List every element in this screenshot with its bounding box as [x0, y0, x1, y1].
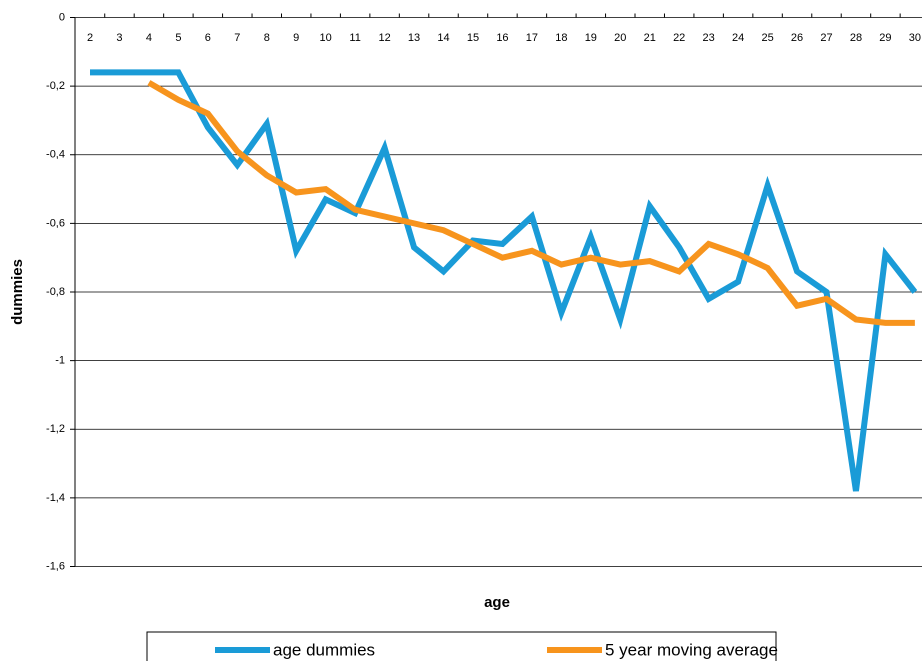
legend-label: 5 year moving average	[605, 640, 778, 659]
x-tick-label: 24	[732, 32, 744, 44]
x-tick-label: 8	[264, 32, 270, 44]
x-tick-label: 11	[349, 32, 360, 44]
x-tick-label: 28	[850, 32, 862, 44]
x-tick-label: 26	[791, 32, 803, 44]
x-tick-label: 29	[879, 32, 891, 44]
y-tick-label: 0	[59, 11, 65, 23]
y-tick-label: -0,8	[46, 286, 65, 298]
y-tick-label: -1,6	[46, 560, 65, 572]
x-tick-label: 25	[761, 32, 773, 44]
y-tick-label: -1	[55, 355, 65, 367]
y-tick-label: -0,6	[46, 217, 65, 229]
x-tick-label: 20	[614, 32, 626, 44]
x-tick-label: 27	[820, 32, 832, 44]
y-tick-label: -1,4	[46, 492, 65, 504]
x-tick-label: 4	[146, 32, 152, 44]
series-line	[147, 80, 915, 326]
y-tick-label: -0,2	[46, 80, 65, 92]
x-tick-label: 5	[175, 32, 181, 44]
x-tick-label: 23	[703, 32, 715, 44]
x-tick-label: 15	[467, 32, 479, 44]
legend-label: age dummies	[273, 640, 375, 659]
x-tick-label: 22	[673, 32, 685, 44]
x-tick-label: 2	[87, 32, 93, 44]
x-tick-label: 17	[526, 32, 538, 44]
x-tick-label: 18	[555, 32, 567, 44]
legend-box	[146, 631, 777, 661]
series-line	[90, 69, 918, 492]
x-tick-label: 14	[437, 32, 449, 44]
x-axis-title: age	[484, 594, 510, 611]
x-tick-label: 6	[205, 32, 211, 44]
x-tick-label: 3	[116, 32, 122, 44]
y-tick-label: -0,4	[46, 149, 65, 161]
x-tick-label: 19	[585, 32, 597, 44]
y-tick-label: -1,2	[46, 423, 65, 435]
x-tick-label: 30	[909, 32, 921, 44]
x-tick-label: 9	[293, 32, 299, 44]
x-tick-label: 7	[234, 32, 240, 44]
x-tick-label: 10	[320, 32, 332, 44]
y-axis-title: dummies	[9, 259, 26, 325]
x-tick-label: 21	[644, 32, 656, 44]
x-tick-label: 12	[378, 32, 390, 44]
x-tick-label: 13	[408, 32, 420, 44]
x-tick-label: 16	[496, 32, 508, 44]
